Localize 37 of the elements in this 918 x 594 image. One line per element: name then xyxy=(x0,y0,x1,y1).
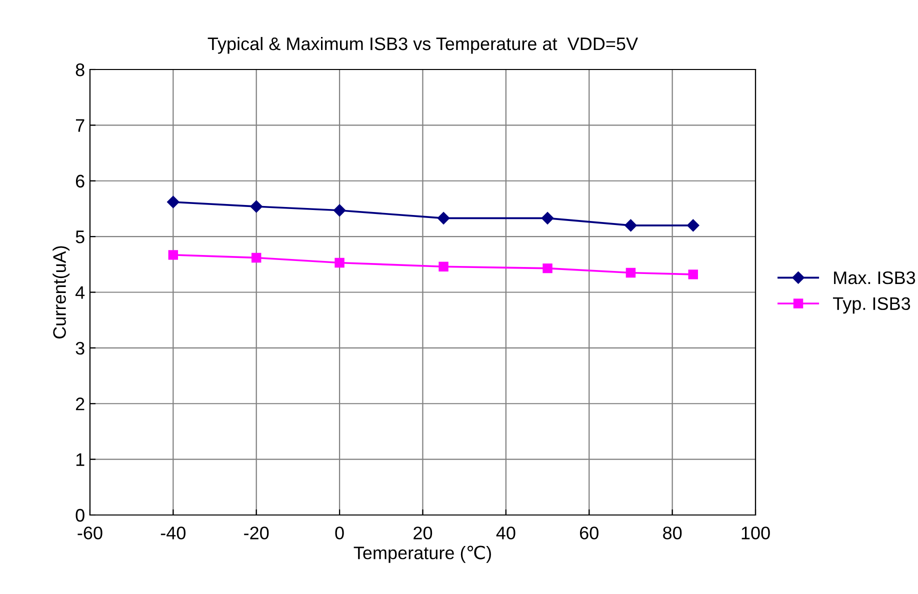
y-tick-label: 8 xyxy=(76,63,84,76)
y-tick-label: 7 xyxy=(76,119,84,132)
y-tick-label: 2 xyxy=(76,398,84,410)
point xyxy=(437,212,450,224)
x-tick-label: 0 xyxy=(335,526,344,540)
x-tick-label: 80 xyxy=(663,526,682,540)
y-tick-label: 5 xyxy=(76,230,84,244)
x-tick-label: 20 xyxy=(414,526,432,540)
point xyxy=(251,252,262,263)
y-tick-label: 1 xyxy=(76,453,84,466)
point xyxy=(542,263,552,274)
x-tick-label: -20 xyxy=(244,526,269,540)
legend-label: Typ. ISB3 xyxy=(832,297,910,314)
x-axis-title: Temperature (℃) xyxy=(354,546,491,563)
point xyxy=(624,219,637,232)
legend-label: Max. ISB3 xyxy=(834,271,916,284)
x-tick-label: -60 xyxy=(78,526,102,540)
y-tick-label: 6 xyxy=(76,174,84,188)
point xyxy=(333,204,346,216)
point xyxy=(687,219,700,232)
point xyxy=(168,250,178,260)
point xyxy=(688,270,698,280)
y-tick-label: 0 xyxy=(76,508,84,522)
point xyxy=(438,262,448,272)
y-tick-label: 3 xyxy=(76,342,84,355)
point xyxy=(541,212,554,224)
point xyxy=(626,268,636,278)
y-tick-label: 4 xyxy=(75,286,85,299)
x-tick-label: -40 xyxy=(160,526,186,540)
point xyxy=(334,258,344,268)
x-tick-label: 100 xyxy=(742,526,770,540)
y-axis-title: Current(uA) xyxy=(52,246,70,338)
x-tick-label: 60 xyxy=(580,526,598,540)
point xyxy=(167,196,180,208)
point xyxy=(250,200,262,213)
chart-title: Typical & Maximum ISB3 vs Temperature at VDD=5V xyxy=(208,36,638,54)
x-tick-label: 40 xyxy=(496,526,516,540)
